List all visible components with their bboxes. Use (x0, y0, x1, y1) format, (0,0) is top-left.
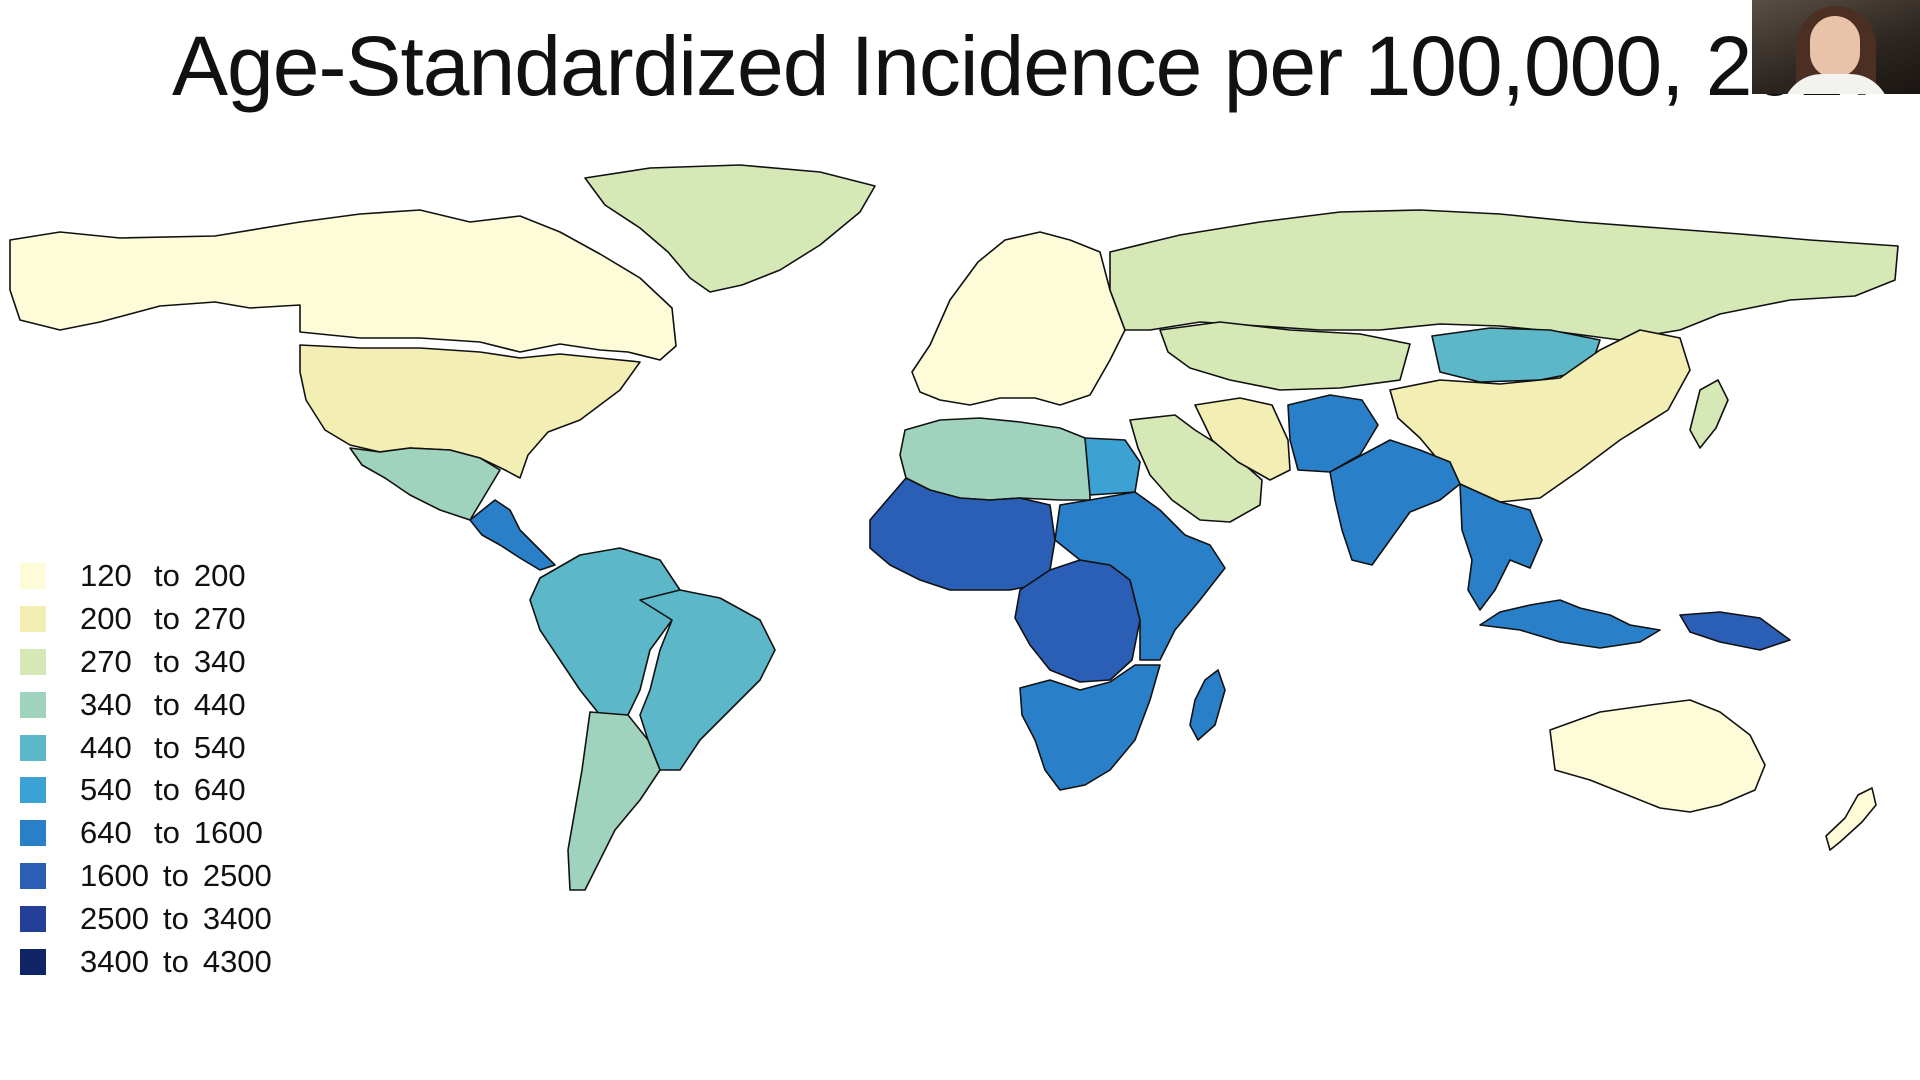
slide-title: Age-Standardized Incidence per 100,000, … (172, 19, 1890, 113)
region-middle-east (1129, 414, 1263, 523)
legend-item: 440 to 540 (20, 726, 272, 769)
legend-range-separator: to (162, 900, 189, 936)
region-new-zealand (1825, 787, 1877, 851)
legend-range-high: 4300 (202, 943, 272, 979)
legend-range-low: 3400 (80, 943, 149, 979)
presenter-face (1810, 16, 1860, 78)
legend-range-separator: to (162, 943, 189, 979)
region-iran (1194, 397, 1291, 481)
legend-range-high: 640 (193, 772, 246, 808)
legend-swatch (20, 606, 46, 633)
legend-range-low: 200 (80, 601, 132, 637)
legend-swatch (20, 563, 46, 590)
legend-range-high: 200 (193, 558, 246, 594)
legend-swatch (20, 691, 46, 718)
legend-range-low: 440 (80, 729, 132, 765)
legend-swatch (20, 777, 46, 804)
legend-swatch (20, 820, 46, 847)
legend-item: 120 to 200 (20, 555, 272, 598)
legend-range-high: 3400 (202, 900, 272, 936)
region-brazil (639, 589, 776, 771)
region-europe (911, 231, 1126, 406)
region-afghanistan-pakistan (1287, 394, 1379, 473)
region-mexico (349, 447, 501, 521)
region-central-asia (1159, 321, 1411, 391)
region-south-asia (1329, 439, 1461, 566)
legend-range-separator: to (162, 857, 189, 893)
region-greenland (584, 164, 876, 293)
legend-swatch (20, 905, 46, 932)
legend-range-separator: to (154, 643, 180, 679)
region-central-america (469, 499, 556, 571)
legend-range-separator: to (154, 686, 180, 722)
legend-range-low: 2500 (80, 900, 149, 936)
legend-range-low: 540 (80, 772, 132, 808)
legend-item: 2500 to 3400 (20, 897, 272, 940)
map-legend: 120 to 200 200 to 270 270 to 340 340 to 440 440 to 540… (20, 555, 272, 983)
legend-range-low: 1600 (80, 857, 149, 893)
legend-item: 340 to 440 (20, 683, 272, 726)
legend-swatch (20, 648, 46, 675)
presenter-shirt (1782, 74, 1890, 94)
legend-item: 1600 to 2500 (20, 855, 272, 898)
region-madagascar (1189, 669, 1226, 741)
legend-range-low: 340 (80, 686, 132, 722)
legend-swatch (20, 734, 46, 761)
region-east-africa (1054, 491, 1226, 661)
region-southern-cone (567, 711, 661, 891)
legend-swatch (20, 948, 46, 975)
legend-range-high: 1600 (193, 815, 263, 851)
legend-swatch (20, 862, 46, 889)
region-indonesia (1479, 599, 1661, 649)
region-north-africa (899, 417, 1091, 501)
region-usa (299, 344, 641, 479)
legend-range-separator: to (154, 729, 180, 765)
legend-range-low: 270 (80, 643, 132, 679)
legend-item: 540 to 640 (20, 769, 272, 812)
region-egypt (1084, 437, 1141, 496)
region-southeast-asia (1459, 483, 1543, 611)
region-japan (1689, 379, 1729, 449)
legend-range-high: 270 (193, 601, 246, 637)
region-papua (1679, 611, 1791, 651)
legend-range-high: 340 (193, 643, 246, 679)
region-australia (1549, 699, 1766, 813)
legend-range-low: 120 (80, 558, 132, 594)
legend-item: 640 to 1600 (20, 812, 272, 855)
legend-range-separator: to (154, 601, 180, 637)
region-north-america (9, 209, 677, 361)
legend-item: 270 to 340 (20, 641, 272, 684)
choropleth-world-map (9, 164, 1899, 891)
legend-range-low: 640 (80, 815, 132, 851)
legend-range-separator: to (154, 558, 180, 594)
legend-item: 200 to 270 (20, 598, 272, 641)
legend-item: 3400 to 4300 (20, 940, 272, 983)
legend-range-separator: to (154, 815, 180, 851)
legend-range-high: 2500 (202, 857, 272, 893)
region-russia (1109, 209, 1899, 341)
region-andes (529, 547, 681, 716)
legend-range-separator: to (154, 772, 180, 808)
presenter-webcam-thumbnail (1752, 0, 1920, 94)
legend-range-high: 440 (193, 686, 246, 722)
legend-range-high: 540 (193, 729, 246, 765)
region-southern-africa (1019, 664, 1161, 791)
